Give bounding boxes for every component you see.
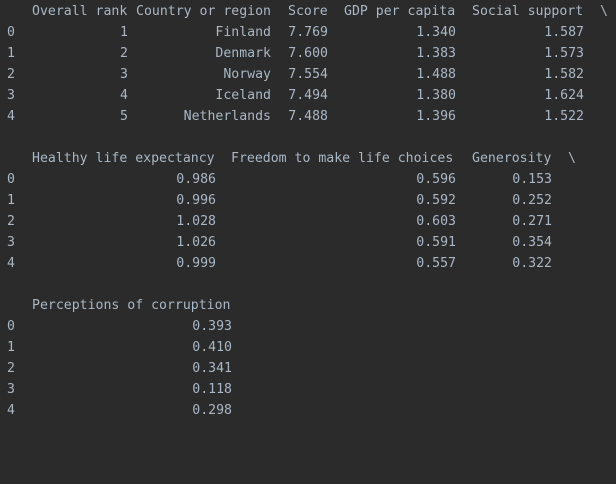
row-index: 3 xyxy=(7,382,15,397)
table-cell: 1.582 xyxy=(544,67,584,82)
table-cell: 0.252 xyxy=(512,193,552,208)
row-index: 2 xyxy=(7,361,15,376)
table-cell: 1.383 xyxy=(416,46,456,61)
table-cell: 0.999 xyxy=(176,256,216,271)
column-header: Country or region xyxy=(136,4,271,19)
table-cell: 1.522 xyxy=(544,109,584,124)
table-cell: 0.410 xyxy=(192,340,232,355)
row-index: 4 xyxy=(7,403,15,418)
table-row: 0 1 Finland 7.769 1.340 1.587 xyxy=(7,22,584,43)
column-header: Score xyxy=(288,4,328,19)
table-cell: 1.396 xyxy=(416,109,456,124)
table-cell: 7.600 xyxy=(288,46,328,61)
table-cell: 0.596 xyxy=(416,172,456,187)
table-row: 3 4 Iceland 7.494 1.380 1.624 xyxy=(7,85,584,106)
table-cell: 0.591 xyxy=(416,235,456,250)
table-cell: 0.996 xyxy=(176,193,216,208)
table-cell: 4 xyxy=(120,88,128,103)
row-index: 0 xyxy=(7,319,15,334)
table-cell: 7.769 xyxy=(288,25,328,40)
table-row: 4 5 Netherlands 7.488 1.396 1.522 xyxy=(7,106,584,127)
row-index: 0 xyxy=(7,172,15,187)
table-row: 4 0.999 0.557 0.322 xyxy=(7,253,552,274)
line-continuation: \ xyxy=(600,4,608,19)
table-cell: 0.557 xyxy=(416,256,456,271)
table-row: 4 0.298 xyxy=(7,400,232,421)
table-cell: Iceland xyxy=(215,88,271,103)
table-cell: 1.587 xyxy=(544,25,584,40)
row-index: 4 xyxy=(7,256,15,271)
table-header: Perceptions of corruption xyxy=(7,295,231,316)
table-cell: 0.354 xyxy=(512,235,552,250)
table-header: Overall rank Country or region Score GDP… xyxy=(7,1,608,22)
table-cell: 0.592 xyxy=(416,193,456,208)
console-output: Overall rank Country or region Score GDP… xyxy=(7,1,608,421)
row-index: 3 xyxy=(7,88,15,103)
table-row: 1 0.996 0.592 0.252 xyxy=(7,190,552,211)
table-row: 3 1.026 0.591 0.354 xyxy=(7,232,552,253)
table-row: 0 0.393 xyxy=(7,316,232,337)
row-index: 0 xyxy=(7,25,15,40)
table-row: 1 0.410 xyxy=(7,337,232,358)
table-cell: Norway xyxy=(223,67,271,82)
column-header: Generosity xyxy=(472,151,552,166)
table-cell: 1.573 xyxy=(544,46,584,61)
table-row: 2 3 Norway 7.554 1.488 1.582 xyxy=(7,64,584,85)
table-cell: 1.028 xyxy=(176,214,216,229)
column-header: Overall rank xyxy=(32,4,128,19)
table-cell: 1.624 xyxy=(544,88,584,103)
table-row: 3 0.118 xyxy=(7,379,232,400)
line-continuation: \ xyxy=(568,151,576,166)
table-row: 1 2 Denmark 7.600 1.383 1.573 xyxy=(7,43,584,64)
table-cell: 2 xyxy=(120,46,128,61)
table-cell: 1.488 xyxy=(416,67,456,82)
table-row: 2 1.028 0.603 0.271 xyxy=(7,211,552,232)
column-header: Healthy life expectancy xyxy=(32,151,215,166)
column-header: Social support xyxy=(472,4,584,19)
table-cell: Denmark xyxy=(215,46,271,61)
table-cell: 3 xyxy=(120,67,128,82)
table-cell: Finland xyxy=(215,25,271,40)
table-cell: Netherlands xyxy=(183,109,271,124)
table-cell: 1.026 xyxy=(176,235,216,250)
table-cell: 0.118 xyxy=(192,382,232,397)
table-row: 0 0.986 0.596 0.153 xyxy=(7,169,552,190)
table-cell: 0.322 xyxy=(512,256,552,271)
table-cell: 1.340 xyxy=(416,25,456,40)
table-cell: 0.271 xyxy=(512,214,552,229)
table-cell: 0.393 xyxy=(192,319,232,334)
table-cell: 0.341 xyxy=(192,361,232,376)
table-cell: 0.986 xyxy=(176,172,216,187)
table-cell: 1 xyxy=(120,25,128,40)
row-index: 1 xyxy=(7,193,15,208)
table-cell: 5 xyxy=(120,109,128,124)
column-header: Freedom to make life choices xyxy=(231,151,454,166)
row-index: 4 xyxy=(7,109,15,124)
table-cell: 1.380 xyxy=(416,88,456,103)
table-row: 2 0.341 xyxy=(7,358,232,379)
table-cell: 7.494 xyxy=(288,88,328,103)
table-cell: 7.554 xyxy=(288,67,328,82)
row-index: 1 xyxy=(7,340,15,355)
row-index: 3 xyxy=(7,235,15,250)
column-header: GDP per capita xyxy=(344,4,456,19)
table-cell: 7.488 xyxy=(288,109,328,124)
table-cell: 0.603 xyxy=(416,214,456,229)
row-index: 1 xyxy=(7,46,15,61)
row-index: 2 xyxy=(7,67,15,82)
row-index: 2 xyxy=(7,214,15,229)
table-header: Healthy life expectancy Freedom to make … xyxy=(7,148,576,169)
table-cell: 0.153 xyxy=(512,172,552,187)
table-cell: 0.298 xyxy=(192,403,232,418)
column-header: Perceptions of corruption xyxy=(32,298,231,313)
